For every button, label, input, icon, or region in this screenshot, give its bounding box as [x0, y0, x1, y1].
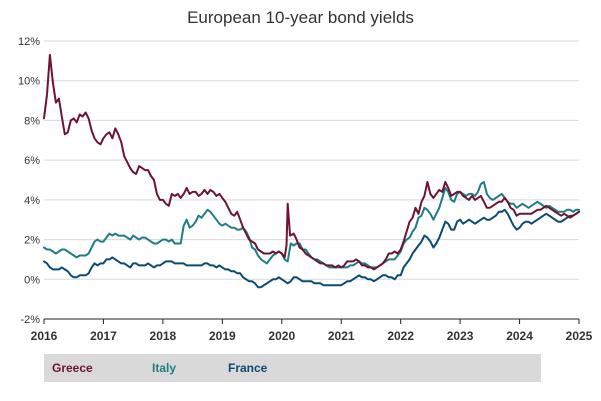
x-tick-label: 2019: [209, 329, 236, 343]
y-tick-label: 12%: [18, 36, 40, 48]
x-tick-label: 2020: [268, 329, 295, 343]
chart-title: European 10-year bond yields: [187, 8, 414, 27]
x-tick-label: 2025: [566, 329, 593, 343]
legend-item-france: France: [228, 361, 268, 375]
series-line-france: [43, 208, 580, 289]
y-tick-label: 2%: [24, 235, 40, 247]
x-tick-label: 2021: [328, 329, 355, 343]
legend: Greece Italy France: [44, 354, 541, 382]
legend-item-greece: Greece: [52, 361, 93, 375]
axes: [43, 278, 580, 324]
y-tick-label: 6%: [24, 155, 40, 167]
y-tick-label: -2%: [20, 314, 40, 326]
series-lines: [43, 53, 580, 289]
series-line-italy: [43, 181, 580, 269]
y-tick-label: 0%: [24, 274, 40, 286]
tick-labels: -2% 0% 2% 4% 6% 8% 10% 12% 2016 2017 2018 2019 2020 2…: [18, 36, 593, 343]
x-tick-label: 2017: [90, 329, 117, 343]
x-tick-label: 2023: [447, 329, 474, 343]
grid-lines: [44, 40, 579, 320]
y-tick-label: 8%: [24, 115, 40, 127]
y-tick-label: 10%: [18, 76, 40, 88]
x-tick-label: 2022: [387, 329, 414, 343]
x-tick-label: 2024: [506, 329, 533, 343]
x-tick-label: 2016: [31, 329, 58, 343]
series-line-greece: [43, 53, 580, 271]
legend-item-italy: Italy: [152, 361, 177, 375]
x-tick-label: 2018: [150, 329, 177, 343]
y-tick-label: 4%: [24, 195, 40, 207]
